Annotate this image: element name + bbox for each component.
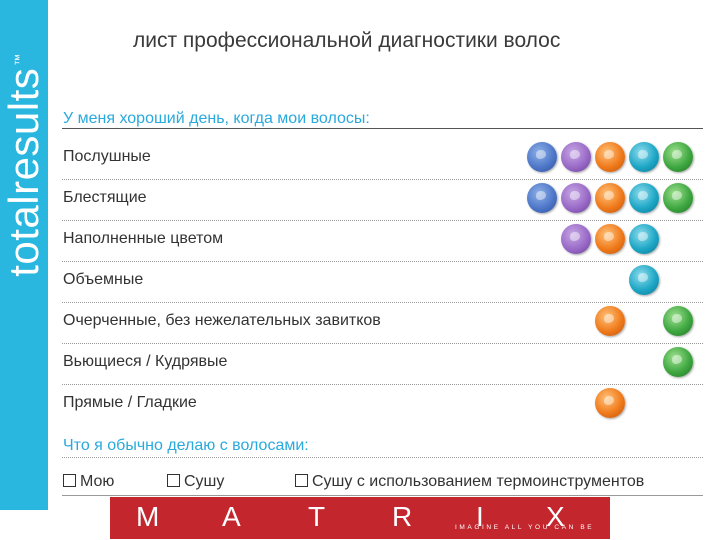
option-label: Сушу с использованием термоинструментов [312, 473, 645, 490]
purple-dot-icon [561, 142, 591, 172]
banner-letter: A [222, 501, 241, 532]
green-dot-icon [663, 347, 693, 377]
list-item: Вьющиеся / Кудрявые [62, 343, 703, 385]
list-item: Блестящие [62, 179, 703, 221]
orange-dot-icon [595, 306, 625, 336]
option-heat-dry[interactable]: Сушу с использованием термоинструментов [295, 473, 644, 491]
option-wash[interactable]: Мою [63, 473, 114, 491]
row-label: Послушные [63, 148, 151, 165]
row-label: Объемные [63, 271, 144, 288]
checkbox[interactable] [295, 474, 308, 487]
routine-heading: Что я обычно делаю с волосами: [63, 437, 309, 454]
option-dry[interactable]: Сушу [167, 473, 224, 491]
list-item: Наполненные цветом [62, 220, 703, 262]
purple-dot-icon [561, 183, 591, 213]
trademark-mark: ™ [12, 53, 26, 66]
green-dot-icon [663, 142, 693, 172]
list-item: Очерченные, без нежелательных завитков [62, 302, 703, 344]
brand-logo: totalresults™ [0, 53, 48, 277]
row-label: Вьющиеся / Кудрявые [63, 353, 228, 370]
teal-dot-icon [629, 265, 659, 295]
teal-dot-icon [629, 224, 659, 254]
banner-letter: I [476, 501, 484, 532]
checkbox[interactable] [167, 474, 180, 487]
brand-sidebar: totalresults™ [0, 0, 48, 510]
option-label: Сушу [184, 473, 225, 490]
checkbox[interactable] [63, 474, 76, 487]
green-dot-icon [663, 183, 693, 213]
blue-dot-icon [527, 142, 557, 172]
matrix-banner: M A T R I X IMAGINE ALL YOU CAN BE [110, 497, 610, 539]
banner-letter: X [546, 501, 565, 532]
list-item: Объемные [62, 261, 703, 303]
banner-tagline: IMAGINE ALL YOU CAN BE [455, 524, 595, 531]
list-item: Послушные [62, 138, 703, 180]
row-label: Блестящие [63, 189, 147, 206]
banner-letter: T [308, 501, 326, 532]
blue-dot-icon [527, 183, 557, 213]
row-label: Наполненные цветом [63, 230, 224, 247]
list-item: Прямые / Гладкие [62, 384, 703, 425]
orange-dot-icon [595, 224, 625, 254]
teal-dot-icon [629, 183, 659, 213]
footer-divider [62, 495, 703, 496]
orange-dot-icon [595, 183, 625, 213]
row-label: Очерченные, без нежелательных завитков [63, 312, 381, 329]
orange-dot-icon [595, 142, 625, 172]
heading-divider [62, 457, 703, 458]
teal-dot-icon [629, 142, 659, 172]
green-dot-icon [663, 306, 693, 336]
row-label: Прямые / Гладкие [63, 394, 197, 411]
option-label: Мою [80, 473, 115, 490]
purple-dot-icon [561, 224, 591, 254]
orange-dot-icon [595, 388, 625, 418]
brand-name: totalresults [0, 67, 47, 277]
heading-divider [62, 128, 703, 129]
banner-letter: M [136, 501, 160, 532]
banner-letter: R [392, 501, 413, 532]
page-title: лист профессиональной диагностики волос [133, 29, 561, 52]
good-hair-day-heading: У меня хороший день, когда мои волосы: [63, 110, 370, 127]
